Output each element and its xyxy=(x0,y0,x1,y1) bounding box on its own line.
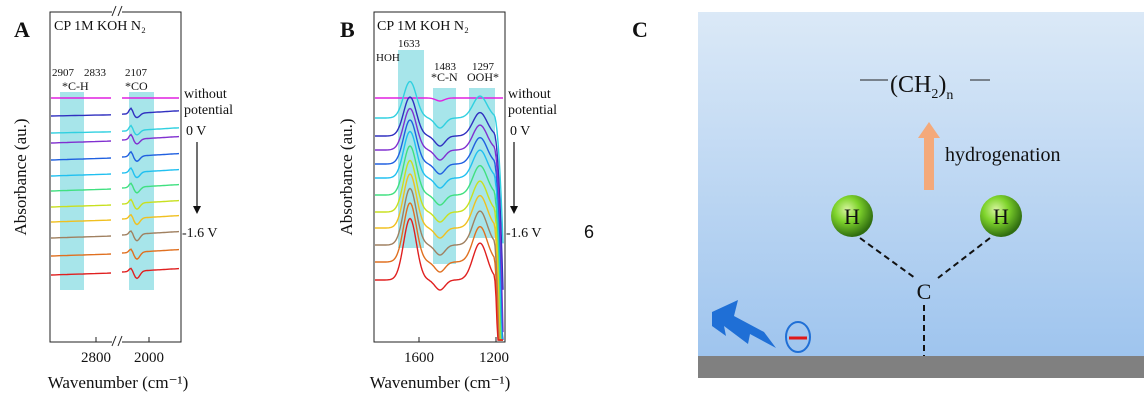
panel-b-start-label: 0 V xyxy=(510,124,530,139)
bond-h-right-c xyxy=(937,237,991,279)
stray-number-label: 6 xyxy=(584,222,594,242)
panel-a-band-label-ch: *C-H xyxy=(62,79,89,93)
panel-a-start-label: 0 V xyxy=(186,124,206,139)
panel-a-series-6-segment-1 xyxy=(50,173,112,177)
panel-a-xtick-label-2000: 2000 xyxy=(134,350,164,366)
carbon-label: C xyxy=(917,279,932,304)
panel-a-series-11-segment-1 xyxy=(50,253,112,257)
panel-a-letter: A xyxy=(14,17,30,42)
panel-a-end-label: -1.6 V xyxy=(182,226,218,241)
panel-a-series-5-segment-2 xyxy=(121,150,180,163)
panel-a-series-2-segment-1 xyxy=(50,114,112,117)
electron-icon xyxy=(785,321,811,353)
panel-b-letter: B xyxy=(340,17,355,42)
panel-a-title: CP 1M KOH N₂ xyxy=(54,19,146,34)
hydrogenation-arrow-icon xyxy=(918,122,940,190)
panel-a-series-9-segment-2 xyxy=(121,213,180,226)
panel-b-band-label-hoh: HOH xyxy=(376,52,400,64)
panel-b-xtick-label-1600: 1600 xyxy=(404,350,434,366)
panel-b-top-label-2: potential xyxy=(508,103,557,118)
panel-b-band-label-cn: *C-N xyxy=(431,70,458,84)
panel-a-axis-break-top xyxy=(111,5,123,18)
panel-a-band-num-2833: 2833 xyxy=(84,67,107,79)
panel-b-xtick-label-1200: 1200 xyxy=(479,350,509,366)
panel-b-series-10 xyxy=(375,187,503,341)
panel-b-band-num-1297: 1297 xyxy=(472,61,495,73)
panel-a-xtick-label-2800: 2800 xyxy=(81,350,111,366)
panel-a-series-3-segment-1 xyxy=(50,131,112,134)
panel-b-title: CP 1M KOH N₂ xyxy=(377,19,469,34)
panel-a-series-10-segment-1 xyxy=(50,235,112,239)
panel-b-series-2 xyxy=(375,80,504,244)
panel-a-series-12-segment-1 xyxy=(50,272,112,276)
panel-b-band-num-1483: 1483 xyxy=(434,61,457,73)
panel-b-series-12 xyxy=(375,217,503,341)
panel-a-band-co xyxy=(129,92,154,290)
panel-b: B CP 1M KOH N₂ 1633 HOH 1483 *C-N 1297 O… xyxy=(337,11,557,392)
panel-c: C (CH2)n hydrogenation H H C xyxy=(632,12,1144,378)
panel-a-series-3-segment-2 xyxy=(121,124,180,136)
hydrogen-label-right: H xyxy=(993,204,1009,229)
panel-b-series-11 xyxy=(375,202,503,341)
panel-b-frame xyxy=(373,11,506,343)
panel-b-series-9 xyxy=(375,173,503,341)
panel-a-series-5-segment-1 xyxy=(50,157,112,161)
panel-b-series xyxy=(375,80,504,341)
panel-b-band-cn xyxy=(433,88,456,264)
panel-a-axis-break-bottom xyxy=(111,335,123,348)
panel-a-series-8-segment-2 xyxy=(121,198,180,211)
panel-a-potential-arrowhead xyxy=(193,206,201,214)
panel-b-series-7 xyxy=(375,145,503,341)
panel-b-series-4 xyxy=(375,107,504,333)
panel-a-series-11-segment-2 xyxy=(121,248,180,260)
panel-b-series-5 xyxy=(375,119,504,341)
hydrogen-atom-left xyxy=(831,195,873,237)
panel-a-top-label-2: potential xyxy=(184,103,233,118)
panel-a-band-num-2107: 2107 xyxy=(125,67,148,79)
panel-a-series-8-segment-1 xyxy=(50,204,112,208)
panel-b-band-label-ooh: OOH* xyxy=(467,70,499,84)
panel-c-background xyxy=(698,12,1144,360)
panel-a-xlabel: Wavenumber (cm⁻¹) xyxy=(48,373,189,392)
panel-b-series-6 xyxy=(375,130,503,341)
panel-a-series-9-segment-1 xyxy=(50,219,112,223)
polymer-formula: (CH2)n xyxy=(890,72,953,103)
panel-b-series-8 xyxy=(375,159,503,341)
panel-a-series-6-segment-2 xyxy=(121,166,180,179)
panel-b-series-1 xyxy=(375,97,503,102)
panel-a-series-4-segment-1 xyxy=(50,140,112,144)
panel-a-series xyxy=(50,97,180,280)
panel-a-ylabel: Absorbance (au.) xyxy=(11,118,30,235)
panel-c-letter: C xyxy=(632,17,648,42)
hydrogen-label-left: H xyxy=(844,204,860,229)
panel-a-series-7-segment-1 xyxy=(50,188,112,192)
panel-b-end-label: -1.6 V xyxy=(506,226,542,241)
hydrogenation-label: hydrogenation xyxy=(945,144,1061,166)
panel-a-top-label-1: without xyxy=(184,87,227,102)
panel-b-series-3 xyxy=(375,96,504,290)
panel-b-ylabel: Absorbance (au.) xyxy=(337,118,356,235)
panel-b-potential-arrowhead xyxy=(510,206,518,214)
panel-a-series-10-segment-2 xyxy=(121,230,180,242)
lightning-bolt-icon xyxy=(712,300,776,348)
panel-a-band-num-2907: 2907 xyxy=(52,67,75,79)
panel-a-series-2-segment-2 xyxy=(121,107,180,119)
panel-a-band-label-co: *CO xyxy=(125,79,148,93)
panel-a-series-4-segment-2 xyxy=(121,133,180,145)
panel-c-surface xyxy=(698,356,1144,378)
panel-a-series-12-segment-2 xyxy=(121,267,180,280)
bond-h-left-c xyxy=(859,237,916,279)
panel-a-series-7-segment-2 xyxy=(121,182,180,194)
hydrogen-atom-right xyxy=(980,195,1022,237)
panel-a: A CP 1M KOH N₂ 2907 2833 2107 *C-H *CO 2… xyxy=(11,5,233,392)
panel-b-xlabel: Wavenumber (cm⁻¹) xyxy=(370,373,511,392)
panel-b-band-num-1633: 1633 xyxy=(398,38,421,50)
panel-b-top-label-1: without xyxy=(508,87,551,102)
